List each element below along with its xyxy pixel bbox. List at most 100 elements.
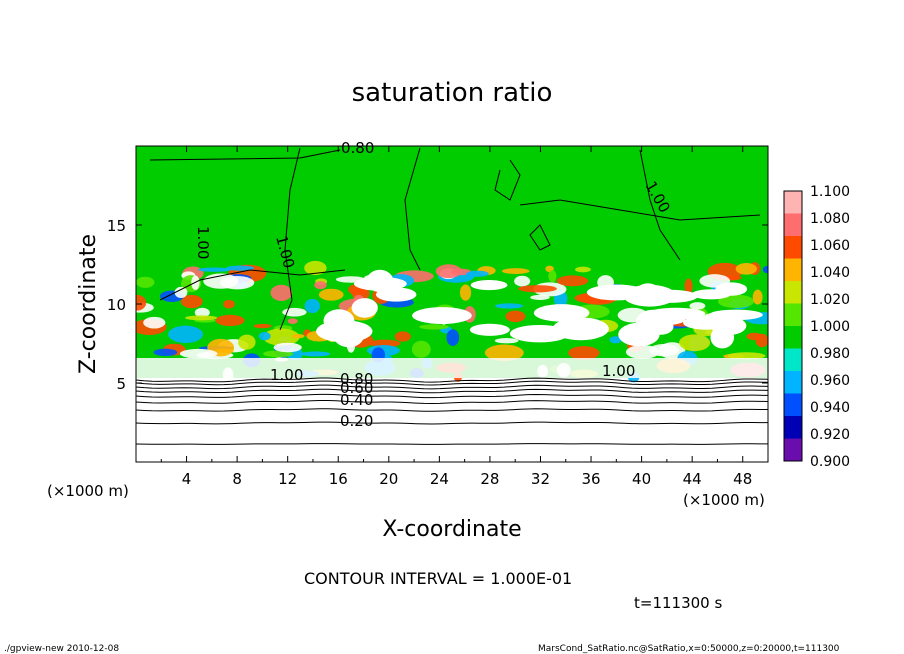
x-tick-label: 24 xyxy=(430,470,449,488)
cloud-layer xyxy=(136,260,768,383)
cloud-patch xyxy=(273,342,302,353)
contour-line xyxy=(136,388,768,394)
cloud-patch xyxy=(727,352,766,360)
contour-lines xyxy=(136,147,768,445)
cloud-patch xyxy=(238,334,256,350)
contour-line xyxy=(529,224,551,251)
cloud-patch xyxy=(194,307,210,318)
cloud-patch xyxy=(484,344,524,362)
colorbar-label: 1.020 xyxy=(810,292,850,308)
cloud-patch xyxy=(689,302,706,310)
contour-line xyxy=(639,149,681,261)
x-axis: 4 8 12 16 20 24 28 32 36 40 44 48 xyxy=(160,146,752,488)
y-tick-label: 15 xyxy=(107,217,126,235)
contour-line xyxy=(136,400,768,405)
x-tick-label: 12 xyxy=(278,470,297,488)
x-axis-label: X-coordinate xyxy=(382,517,521,542)
cloud-patch xyxy=(710,316,747,336)
contour-label: 0.80 xyxy=(340,370,373,388)
cloud-patch xyxy=(556,275,589,287)
cloud-patch xyxy=(691,289,731,300)
colorbar-swatch xyxy=(784,281,802,304)
x-tick-label: 44 xyxy=(683,470,702,488)
contour-interval-text: CONTOUR INTERVAL = 1.000E-01 xyxy=(304,569,572,588)
cloud-patch xyxy=(214,348,234,353)
y-axis-label: Z-coordinate xyxy=(76,234,101,374)
footer-left: ./gpview-new 2010-12-08 xyxy=(4,644,119,654)
cloud-patch xyxy=(752,289,763,305)
cloud-patch xyxy=(501,268,530,275)
colorbar: 0.900 0.920 0.940 0.960 0.980 1.000 1.020 1.040… xyxy=(783,184,850,470)
cloud-patch xyxy=(263,328,300,346)
cloud-patch xyxy=(179,348,218,359)
colorbar-frame xyxy=(783,190,803,462)
cloud-patch xyxy=(494,303,524,309)
colorbar-swatch xyxy=(784,191,802,214)
colorbar-swatch xyxy=(784,348,802,371)
cloud-patch xyxy=(575,266,591,273)
cloud-patch xyxy=(226,265,255,271)
footer-right: MarsCond_SatRatio.nc@SatRatio,x=0:50000,… xyxy=(538,644,840,654)
x-unit-right: (×1000 m) xyxy=(683,491,765,509)
cloud-patch xyxy=(174,286,188,298)
cloud-patch xyxy=(509,325,570,343)
x-tick-label: 28 xyxy=(480,470,499,488)
x-tick-label: 36 xyxy=(581,470,600,488)
cloud-patch xyxy=(215,314,245,327)
cloud-patch xyxy=(466,270,489,277)
cloud-patch xyxy=(318,288,344,301)
colorbar-swatch xyxy=(784,303,802,326)
contour-label: 1.00 xyxy=(270,366,303,384)
cloud-patch xyxy=(746,332,763,341)
x-tick-label: 40 xyxy=(632,470,651,488)
contour-label: 0.40 xyxy=(340,391,373,409)
cloud-patch xyxy=(446,329,460,346)
colorbar-label: 0.980 xyxy=(810,346,850,362)
cloud-patch xyxy=(304,260,327,276)
colorbar-swatch xyxy=(784,416,802,439)
contour-line xyxy=(136,393,768,399)
cloud-patch xyxy=(258,332,271,341)
colorbar-label: 1.000 xyxy=(810,319,850,335)
contour-label: 0.60 xyxy=(340,379,373,397)
cloud-patch xyxy=(684,278,693,295)
cloud-patch xyxy=(253,323,272,329)
x-tick-label: 8 xyxy=(232,470,242,488)
colorbar-label: 1.080 xyxy=(810,211,850,227)
colorbar-swatch xyxy=(784,393,802,416)
cloud-patch xyxy=(494,338,519,344)
cloud-base xyxy=(136,358,768,378)
lower-band xyxy=(136,378,768,462)
contour-line xyxy=(136,380,768,386)
cloud-patch xyxy=(287,318,298,324)
cloud-patch xyxy=(314,281,327,290)
cloud-patch xyxy=(351,298,378,318)
cloud-patch xyxy=(518,285,557,293)
cloud-patch xyxy=(168,325,204,344)
cloud-patch xyxy=(368,339,401,348)
cloud-patch xyxy=(514,275,531,287)
cloud-patch xyxy=(375,287,417,302)
cloud-patch xyxy=(568,346,600,360)
cloud-patch xyxy=(353,276,407,291)
colorbar-label: 1.040 xyxy=(810,265,850,281)
contour-line xyxy=(279,147,301,331)
contour-line xyxy=(519,199,761,221)
colorbar-label: 0.940 xyxy=(810,400,850,416)
contour-line xyxy=(136,421,768,425)
cloud-patch xyxy=(679,334,711,352)
cloud-patch xyxy=(394,331,411,342)
time-text: t=111300 s xyxy=(634,594,722,612)
contour-line xyxy=(404,147,421,271)
contour-label: 0.20 xyxy=(340,412,373,430)
cloud-patch xyxy=(197,267,232,272)
cloud-patch xyxy=(136,276,155,288)
colorbar-swatch xyxy=(784,258,802,281)
cloud-patch xyxy=(609,336,622,344)
chart-title: saturation ratio xyxy=(352,78,553,108)
cloud-patch xyxy=(762,265,768,274)
contour-line xyxy=(159,269,346,301)
cloud-patch xyxy=(223,299,235,309)
colorbar-swatch xyxy=(784,371,802,394)
contour-line xyxy=(136,384,768,390)
